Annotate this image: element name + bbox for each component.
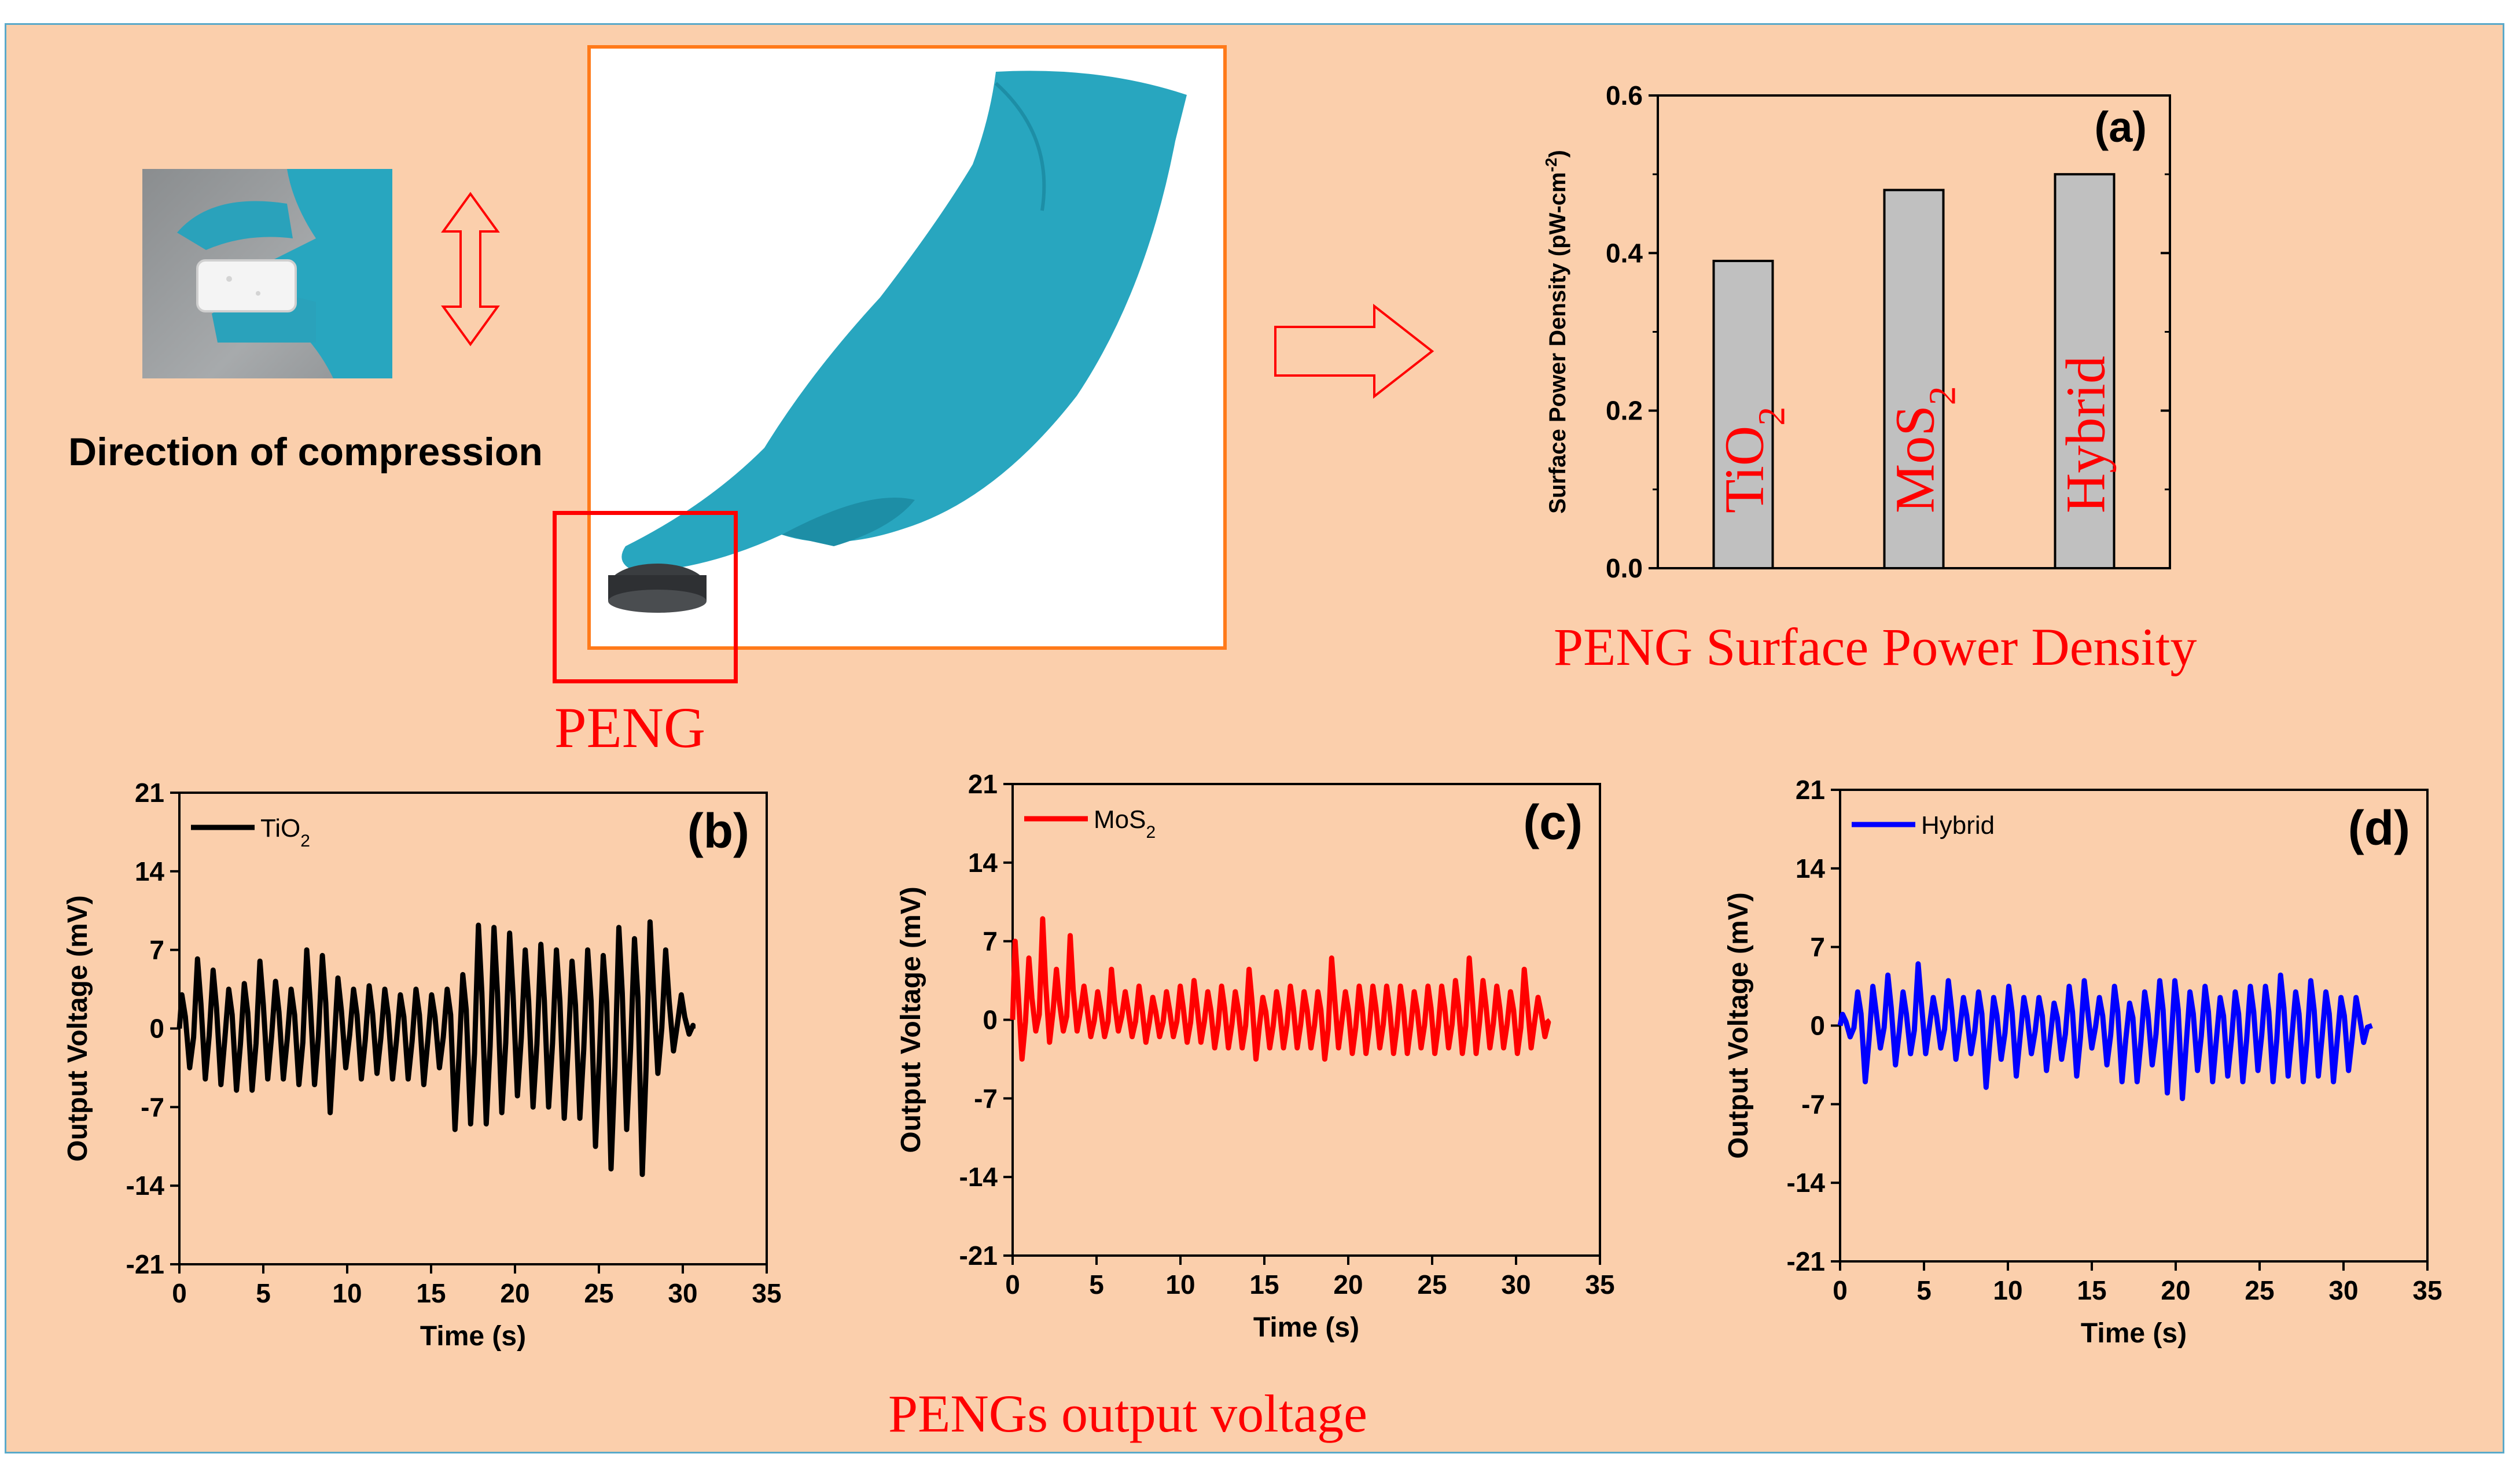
x-tick-label: 25 <box>584 1278 613 1308</box>
x-tick-label: 35 <box>752 1278 781 1308</box>
x-tick-label: 5 <box>256 1278 271 1308</box>
compression-label: Direction of compression <box>68 430 543 474</box>
legend-label: MoS2 <box>1094 805 1156 842</box>
y-tick-label: 14 <box>135 856 165 886</box>
y-tick-label: -7 <box>141 1092 164 1122</box>
x-tick-label: 25 <box>1417 1269 1447 1300</box>
y-tick-label: -7 <box>1801 1089 1825 1119</box>
x-axis-label: Time (s) <box>420 1321 526 1352</box>
y-tick-label: -21 <box>959 1241 998 1271</box>
y-axis-label: Surface Power Density (pW-cm-2) <box>1542 150 1571 514</box>
glove-photo <box>587 45 1227 650</box>
x-tick-label: 15 <box>2077 1275 2106 1305</box>
panel-label: (b) <box>687 804 749 858</box>
y-tick-label: 7 <box>149 935 164 965</box>
line-chart-d: -21 -14 -7 0 7 14 21 0 5 10 15 20 25 30 35 Time (s) Outp… <box>1723 775 2442 1349</box>
y-tick-label: 0 <box>983 1005 998 1035</box>
legend-label: Hybrid <box>1921 811 1995 840</box>
y-tick-label: 0.2 <box>1606 396 1643 426</box>
x-tick-label: 15 <box>416 1278 446 1308</box>
y-tick-label: 0.4 <box>1606 238 1643 268</box>
sample-photo-art <box>177 169 392 378</box>
y-tick-label: -14 <box>126 1171 165 1201</box>
x-tick-label: 25 <box>2245 1275 2274 1305</box>
bar-TiO2 <box>1712 259 1774 569</box>
y-tick-label: 7 <box>983 926 998 956</box>
x-tick-label: 5 <box>1916 1275 1932 1305</box>
line-chart-b: -21 -14 -7 0 7 14 21 0 5 10 15 20 25 30 35 Time (s) Outp… <box>62 778 782 1352</box>
x-tick-label: 10 <box>1993 1275 2022 1305</box>
right-arrow-icon <box>1274 304 1434 399</box>
bar-MoS2 <box>1883 189 1945 569</box>
y-tick-label: 14 <box>1796 853 1826 884</box>
y-tick-label: 21 <box>135 778 164 808</box>
x-axis-label: Time (s) <box>2081 1318 2187 1349</box>
x-tick-label: 0 <box>1005 1269 1020 1300</box>
y-tick-label: 21 <box>1796 775 1825 805</box>
x-tick-label: 20 <box>1333 1269 1363 1300</box>
bar-category-label: Hybrid <box>2055 356 2117 513</box>
x-tick-label: 35 <box>2412 1275 2442 1305</box>
y-tick-label: -21 <box>1787 1246 1825 1276</box>
voltage-caption: PENGs output voltage <box>888 1384 1367 1443</box>
y-tick-label: 0 <box>1810 1011 1825 1041</box>
bar-chart-caption: PENG Surface Power Density <box>1554 617 2197 676</box>
x-tick-label: 10 <box>1165 1269 1195 1300</box>
legend-label-sub: 2 <box>300 831 310 851</box>
peng-highlight-box <box>553 511 738 683</box>
y-axis-label-sup: -2 <box>1542 157 1560 172</box>
x-tick-label: 5 <box>1089 1269 1104 1300</box>
bar-chart-a: 0.0 0.2 0.4 0.6 Surface Power Density (pW-cm… <box>1542 80 2171 583</box>
series-line <box>1010 916 1551 1062</box>
x-tick-label: 20 <box>500 1278 529 1308</box>
y-tick-label: 0.6 <box>1606 80 1643 111</box>
y-axis-label: Output Voltage (mV) <box>62 895 93 1161</box>
x-tick-label: 0 <box>172 1278 187 1308</box>
x-tick-label: 15 <box>1249 1269 1279 1300</box>
legend-label: TiO2 <box>260 814 310 851</box>
bar-Hybrid <box>2054 173 2116 569</box>
x-tick-label: 10 <box>332 1278 362 1308</box>
x-tick-label: 0 <box>1833 1275 1848 1305</box>
panel-label: (c) <box>1523 795 1583 849</box>
y-tick-label: -21 <box>126 1249 164 1279</box>
x-tick-label: 30 <box>2328 1275 2358 1305</box>
series-line <box>1837 961 2373 1102</box>
y-tick-label: -14 <box>959 1162 998 1192</box>
panel-label: (d) <box>2348 801 2410 855</box>
x-tick-label: 35 <box>1585 1269 1614 1300</box>
x-tick-label: 30 <box>1501 1269 1531 1300</box>
y-tick-label: -14 <box>1787 1168 1826 1198</box>
legend-label-sub: 2 <box>1146 823 1156 842</box>
series-line <box>176 919 696 1177</box>
line-chart-c: -21 -14 -7 0 7 14 21 0 5 10 15 20 25 30 35 Time (s) Outp… <box>896 769 1615 1343</box>
bar-category-label-sub: 2 <box>1921 386 1963 405</box>
y-axis-label: Output Voltage (mV) <box>896 886 926 1153</box>
x-tick-label: 20 <box>2161 1275 2190 1305</box>
y-tick-label: 7 <box>1810 932 1825 962</box>
x-axis-label: Time (s) <box>1253 1312 1359 1343</box>
y-tick-label: -7 <box>974 1083 998 1113</box>
y-tick-label: 14 <box>968 848 998 878</box>
y-tick-label: 21 <box>968 769 998 799</box>
compression-arrow-icon <box>441 192 500 347</box>
y-tick-label: 0.0 <box>1606 553 1643 583</box>
y-axis-label: Output Voltage (mV) <box>1723 892 1754 1158</box>
glove-photo-art <box>608 71 1187 613</box>
panel-label: (a) <box>2095 103 2147 151</box>
sample-photo <box>142 169 392 378</box>
y-tick-label: 0 <box>149 1014 164 1044</box>
x-tick-label: 30 <box>668 1278 697 1308</box>
peng-label: PENG <box>554 695 706 760</box>
bar-category-label-sub: 2 <box>1750 407 1793 426</box>
